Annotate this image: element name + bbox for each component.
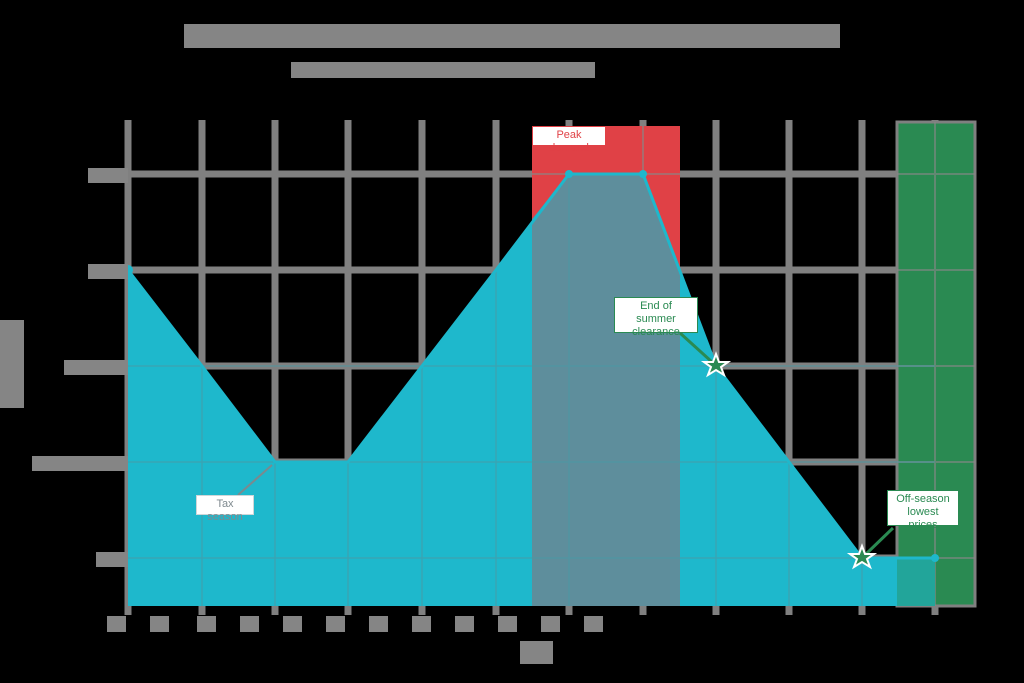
data-point xyxy=(565,170,573,178)
x-tick-label: [m12] xyxy=(584,616,603,632)
data-line xyxy=(126,172,935,560)
y-tick-label xyxy=(64,360,128,375)
chart-title: [redacted] xyxy=(184,24,840,48)
x-tick-label: [m8] xyxy=(412,616,431,632)
y-tick-label xyxy=(88,264,128,279)
annotation-tax-season: Tax season xyxy=(196,495,254,523)
annotation-peak-demand: Peak demand xyxy=(532,126,606,154)
annotation-line: End of summer xyxy=(636,300,676,325)
y-axis-title: [redacted] xyxy=(0,320,24,408)
annotation-end-of-summer: End of summer clearance xyxy=(614,297,698,338)
y-tick-label xyxy=(88,168,128,183)
annotation-line: Off-season xyxy=(896,493,950,505)
annotation-line: clearance xyxy=(632,326,680,338)
annotation-off-season: Off-season lowest prices xyxy=(887,490,959,531)
annotation-line: lowest prices xyxy=(907,506,939,531)
area-fill xyxy=(128,174,935,606)
x-tick-label: [m11] xyxy=(541,616,560,632)
star-marker-icon xyxy=(846,543,878,570)
x-tick-label: [m1] xyxy=(107,616,126,632)
x-tick-label: [m4] xyxy=(240,616,259,632)
x-tick-label: [m2] xyxy=(150,616,169,632)
x-tick-label: [m9] xyxy=(455,616,474,632)
x-tick-label: [m3] xyxy=(197,616,216,632)
data-point xyxy=(931,554,939,562)
x-tick-label: [m7] xyxy=(369,616,388,632)
star-marker-icon xyxy=(700,351,732,378)
x-tick-label: [m6] xyxy=(326,616,345,632)
y-tick-label xyxy=(32,456,128,471)
data-point xyxy=(639,170,647,178)
x-tick-label: [m10] xyxy=(498,616,517,632)
x-tick-label: [m5] xyxy=(283,616,302,632)
x-axis-title: [redacted] xyxy=(520,641,553,664)
y-tick-label xyxy=(96,552,128,567)
chart-subtitle: [redacted] xyxy=(291,62,595,78)
